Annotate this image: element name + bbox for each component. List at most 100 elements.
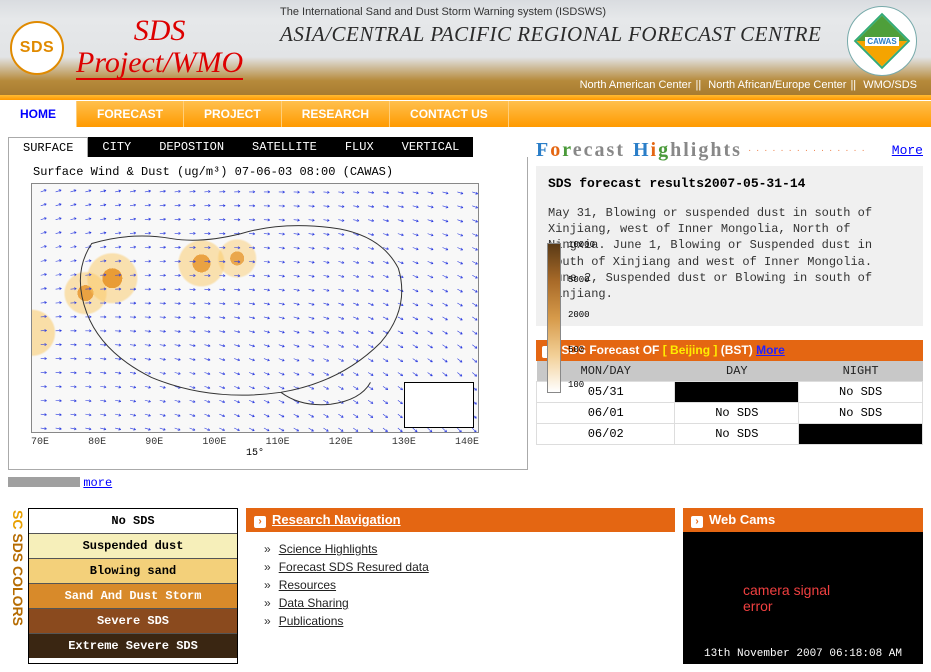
subtab-item[interactable]: VERTICAL: [388, 137, 474, 157]
colorbar-tick: 5000: [568, 276, 595, 285]
nav-item[interactable]: HOME: [0, 101, 77, 127]
x-tick: 100E: [202, 437, 226, 448]
x-tick: 90E: [145, 437, 163, 448]
map-x-axis: 70E 80E 90E 100E 110E 120E 130E 140E: [31, 437, 479, 448]
legend-row: Extreme Severe SDS: [29, 634, 237, 658]
fc-bar-tz: (BST): [721, 343, 753, 357]
chevron-icon: ›: [254, 516, 266, 528]
research-list: Science Highlights Forecast SDS Resured d…: [246, 532, 675, 634]
colorbar-tick: 2000: [568, 311, 595, 320]
header-right: The International Sand and Dust Storm Wa…: [280, 0, 931, 95]
fc-col: NIGHT: [799, 361, 923, 382]
table-row: 06/02No SDS: [537, 424, 923, 445]
nav-item[interactable]: PROJECT: [184, 101, 282, 127]
x-tick: 70E: [31, 437, 49, 448]
map-canvas: 60N55N50N45N40N35N30N25N20N15N10N: [31, 183, 479, 433]
header-link[interactable]: North American Center: [580, 79, 692, 91]
research-link[interactable]: Resources: [279, 578, 336, 592]
centre-title: ASIA/CENTRAL PACIFIC REGIONAL FORECAST C…: [280, 22, 921, 47]
webcam-panel: › Web Cams camera signal error 13th Novem…: [683, 508, 923, 664]
site-header: SDS SDS Project/WMO The International Sa…: [0, 0, 931, 95]
list-item[interactable]: Forecast SDS Resured data: [264, 558, 671, 576]
webcam-error: camera signal error: [743, 582, 863, 614]
x-tick: 130E: [392, 437, 416, 448]
table-cell: No SDS: [799, 403, 923, 424]
logo-block: SDS SDS Project/WMO: [0, 0, 280, 95]
logo-icon: SDS: [10, 21, 64, 75]
logo-line1: SDS: [134, 14, 186, 47]
cawas-badge-icon: CAWAS: [847, 6, 917, 76]
header-link[interactable]: WMO/SDS: [863, 79, 917, 91]
webcam-panel-head: › Web Cams: [683, 508, 923, 532]
legend-column: SC SDS COLORS No SDSSuspended dustBlowin…: [8, 508, 238, 664]
webcam-timestamp: 13th November 2007 06:18:08 AM: [683, 648, 923, 660]
research-title: Research Navigation: [272, 512, 401, 527]
x-tick: 80E: [88, 437, 106, 448]
table-cell: No SDS: [675, 424, 799, 445]
table-cell: 06/01: [537, 403, 675, 424]
isdsws-subtitle: The International Sand and Dust Storm Wa…: [280, 6, 921, 18]
fh-more-link[interactable]: More: [892, 143, 923, 158]
x-tick: 140E: [455, 437, 479, 448]
x-tick: 120E: [329, 437, 353, 448]
side-label-1: SC: [10, 510, 26, 529]
colorbar-tick: 10000: [568, 241, 595, 250]
research-panel-head: › Research Navigation: [246, 508, 675, 532]
legend-row: Blowing sand: [29, 559, 237, 584]
research-link[interactable]: Data Sharing: [279, 596, 349, 610]
research-link[interactable]: Forecast SDS Resured data: [279, 560, 429, 574]
table-cell: [675, 382, 799, 403]
side-label-2: SDS COLORS: [10, 533, 26, 626]
research-panel: › Research Navigation Science Highlights F…: [246, 508, 675, 664]
table-row: 06/01No SDSNo SDS: [537, 403, 923, 424]
map-title: Surface Wind & Dust (ug/m³) 07-06-03 08:…: [33, 165, 521, 179]
webcam-title: Web Cams: [709, 512, 775, 527]
webcam-box: camera signal error 13th November 2007 0…: [683, 532, 923, 664]
sds-legend: No SDSSuspended dustBlowing sandSand And…: [28, 508, 238, 664]
colorbar-labels: 10000 5000 2000 500 100: [568, 241, 595, 390]
research-link[interactable]: Science Highlights: [279, 542, 378, 556]
logo-text: SDS Project/WMO: [76, 15, 243, 80]
x-tick: 110E: [266, 437, 290, 448]
main-nav: HOMEFORECASTPROJECTRESEARCHCONTACT US: [0, 101, 931, 127]
chevron-icon: ›: [691, 516, 703, 528]
nav-item[interactable]: RESEARCH: [282, 101, 390, 127]
header-link[interactable]: North African/Europe Center: [708, 79, 846, 91]
table-cell: 06/02: [537, 424, 675, 445]
subtab-item[interactable]: DEPOSTION: [145, 137, 238, 157]
logo-line2: Project/WMO: [76, 47, 243, 81]
fh-box-title: SDS forecast results2007-05-31-14: [548, 176, 911, 191]
subtab-item[interactable]: SURFACE: [8, 137, 88, 157]
subtab-item[interactable]: FLUX: [331, 137, 388, 157]
map-box: Surface Wind & Dust (ug/m³) 07-06-03 08:…: [8, 157, 528, 470]
fc-bar-more-link[interactable]: More: [756, 343, 785, 357]
map-colorbar: [547, 243, 561, 393]
nav-item[interactable]: FORECAST: [77, 101, 184, 127]
colorbar-tick: 500: [568, 346, 595, 355]
colorbar-tick: 100: [568, 381, 595, 390]
map-x-center: 15°: [31, 448, 479, 459]
table-cell: No SDS: [799, 382, 923, 403]
fc-bar-city: [ Beijing ]: [663, 343, 718, 357]
subtab-item[interactable]: CITY: [88, 137, 145, 157]
nav-item[interactable]: CONTACT US: [390, 101, 509, 127]
list-item[interactable]: Resources: [264, 576, 671, 594]
fh-word2: Highlights: [633, 139, 742, 162]
fh-dots: · · · · · · · · · · · · · · ·: [742, 145, 892, 156]
legend-row: No SDS: [29, 509, 237, 534]
subtab-item[interactable]: SATELLITE: [238, 137, 331, 157]
list-item[interactable]: Data Sharing: [264, 594, 671, 612]
map-subtabs: SURFACECITYDEPOSTIONSATELLITEFLUXVERTICA…: [8, 137, 528, 157]
sds-colors-side-label: SC SDS COLORS: [8, 508, 28, 664]
table-cell: No SDS: [675, 403, 799, 424]
map-inset: [404, 382, 474, 428]
list-item[interactable]: Science Highlights: [264, 540, 671, 558]
fh-word1: Forecast: [536, 139, 625, 162]
legend-row: Severe SDS: [29, 609, 237, 634]
map-more-bar: more: [8, 476, 528, 490]
research-link[interactable]: Publications: [279, 614, 344, 628]
map-more-link[interactable]: more: [83, 476, 112, 490]
fc-col: DAY: [675, 361, 799, 382]
list-item[interactable]: Publications: [264, 612, 671, 630]
legend-row: Suspended dust: [29, 534, 237, 559]
